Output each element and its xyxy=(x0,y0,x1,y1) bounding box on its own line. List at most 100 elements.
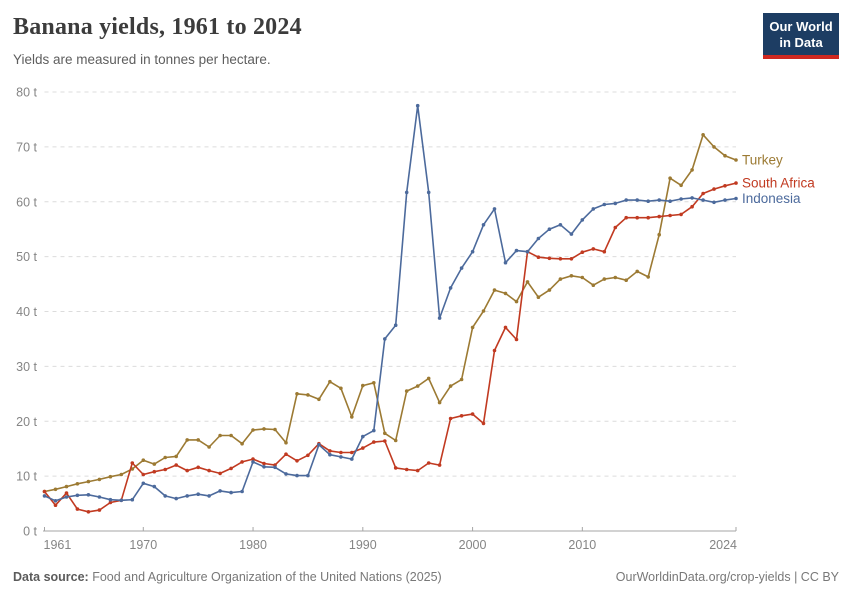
data-point xyxy=(613,201,618,206)
data-point xyxy=(668,213,672,218)
data-point xyxy=(284,472,288,476)
data-point xyxy=(141,458,146,463)
y-tick-label: 80 t xyxy=(16,86,37,100)
series-label-turkey[interactable]: Turkey xyxy=(742,153,783,168)
series-label-south-africa[interactable]: South Africa xyxy=(742,176,815,191)
data-point xyxy=(426,461,431,465)
data-point xyxy=(558,223,563,227)
data-point xyxy=(602,249,607,254)
data-point xyxy=(437,463,442,467)
data-point xyxy=(361,434,365,439)
y-tick-label: 20 t xyxy=(16,415,37,429)
data-point xyxy=(690,168,694,172)
data-point xyxy=(196,465,200,470)
data-point xyxy=(207,445,211,449)
data-point xyxy=(86,493,91,497)
data-point xyxy=(108,500,113,505)
data-point xyxy=(174,463,178,467)
data-point xyxy=(229,466,233,471)
data-point xyxy=(350,415,354,419)
data-point xyxy=(679,183,683,188)
data-point xyxy=(459,266,464,270)
data-point xyxy=(481,223,486,227)
credit-link[interactable]: OurWorldinData.org/crop-yields | CC BY xyxy=(615,570,839,584)
data-point xyxy=(635,215,639,220)
data-point xyxy=(646,199,650,203)
y-tick-label: 70 t xyxy=(16,140,37,154)
data-point xyxy=(459,377,464,382)
data-point xyxy=(624,278,628,283)
data-point xyxy=(437,400,442,405)
data-point xyxy=(536,255,541,259)
data-point xyxy=(712,200,716,205)
data-point xyxy=(328,449,332,453)
data-point xyxy=(229,433,233,438)
data-point xyxy=(306,473,310,478)
data-point xyxy=(383,439,387,443)
data-point xyxy=(701,133,705,137)
data-point xyxy=(108,497,113,502)
data-point xyxy=(701,198,705,202)
data-point xyxy=(514,248,519,253)
data-point xyxy=(492,348,497,353)
data-point xyxy=(53,487,58,492)
chart-footer: Data source: Food and Agriculture Organi… xyxy=(13,570,839,584)
data-point xyxy=(273,465,277,470)
data-point xyxy=(679,197,683,201)
data-point xyxy=(383,431,387,436)
data-point xyxy=(130,497,135,502)
data-point xyxy=(602,277,607,281)
data-point xyxy=(207,468,211,473)
data-point xyxy=(723,198,727,202)
data-point xyxy=(306,393,310,397)
data-source-label: Data source: xyxy=(13,570,89,584)
data-point xyxy=(152,484,157,489)
x-tick-label: 1961 xyxy=(44,538,72,552)
data-point xyxy=(470,412,475,416)
data-point xyxy=(251,428,255,432)
data-point xyxy=(514,337,519,342)
data-point xyxy=(547,227,552,231)
data-point xyxy=(448,384,453,388)
owid-logo[interactable]: Our World in Data xyxy=(763,13,839,60)
data-point xyxy=(690,204,694,209)
data-point xyxy=(75,482,80,486)
data-point xyxy=(503,260,508,265)
data-point xyxy=(251,460,255,464)
data-point xyxy=(701,191,705,196)
data-point xyxy=(503,325,508,330)
y-tick-label: 30 t xyxy=(16,360,37,374)
series-label-indonesia[interactable]: Indonesia xyxy=(742,191,801,206)
data-point xyxy=(668,176,672,180)
data-point xyxy=(251,457,255,461)
data-point xyxy=(163,455,167,460)
data-point xyxy=(602,202,607,207)
x-tick-label: 1990 xyxy=(349,538,377,552)
data-point xyxy=(635,269,639,274)
series-line-turkey[interactable] xyxy=(44,134,737,493)
data-point xyxy=(635,198,639,202)
data-point xyxy=(108,474,113,479)
data-point xyxy=(404,389,409,393)
data-point xyxy=(185,438,189,442)
data-point xyxy=(668,199,672,203)
data-point xyxy=(547,288,552,292)
data-point xyxy=(481,421,486,426)
data-point xyxy=(393,466,398,470)
data-point xyxy=(75,507,80,511)
data-point xyxy=(591,283,596,288)
data-point xyxy=(591,247,596,251)
data-point xyxy=(646,215,650,220)
series-line-indonesia[interactable] xyxy=(44,104,737,502)
data-point xyxy=(240,460,244,464)
data-point xyxy=(558,257,563,261)
x-tick-label: 2024 xyxy=(709,538,737,552)
data-point xyxy=(185,468,189,473)
data-point xyxy=(317,397,321,402)
data-point xyxy=(503,291,508,296)
series-line-south-africa[interactable] xyxy=(43,182,737,513)
series-points-turkey xyxy=(42,133,738,494)
data-point xyxy=(350,457,354,461)
data-point xyxy=(459,414,464,418)
